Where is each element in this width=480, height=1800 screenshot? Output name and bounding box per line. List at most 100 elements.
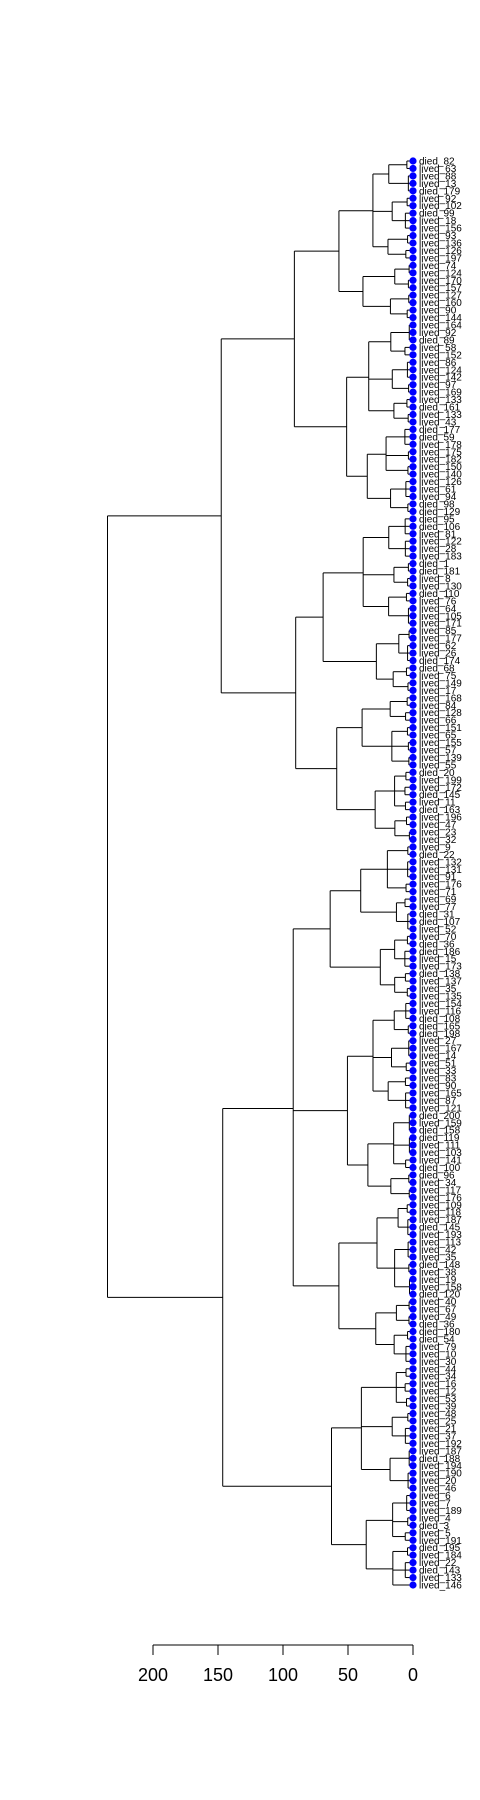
leaf-marker	[409, 403, 417, 411]
leaf-marker	[409, 970, 417, 978]
leaf-label: died_186	[419, 947, 461, 958]
leaf-label: lived_190	[419, 1469, 462, 1480]
leaf-marker	[409, 1320, 417, 1328]
leaf-marker	[409, 1208, 417, 1216]
leaf-marker	[409, 1201, 417, 1209]
leaf-label: lived_146	[419, 1581, 462, 1592]
leaf-label: lived_64	[419, 604, 457, 615]
leaf-marker	[409, 1126, 417, 1134]
leaf-label: lived_132	[419, 857, 462, 868]
leaf-label: lived_74	[419, 261, 457, 272]
leaf-label: lived_154	[419, 999, 462, 1010]
leaf-marker	[409, 679, 417, 687]
leaf-label: lived_46	[419, 1484, 457, 1495]
leaf-marker	[409, 1491, 417, 1500]
leaf-label: lived_48	[419, 1409, 457, 1420]
leaf-marker	[409, 858, 417, 866]
leaf-marker	[409, 1559, 417, 1567]
leaf-label: lived_4	[419, 1513, 451, 1524]
leaf-label: died_179	[419, 186, 461, 197]
leaf-marker	[409, 530, 417, 538]
leaf-marker	[409, 902, 417, 911]
leaf-marker	[409, 1022, 417, 1030]
leaf-marker	[409, 955, 417, 963]
leaf-label: lived_5	[419, 1528, 451, 1539]
leaf-label: lived_75	[419, 671, 457, 682]
leaf-label: died_174	[419, 656, 461, 667]
leaf-marker	[409, 671, 417, 680]
leaf-label: lived_182	[419, 455, 462, 466]
leaf-label: lived_111	[419, 1141, 461, 1152]
leaf-label: lived_128	[419, 708, 462, 719]
leaf-label: lived_23	[419, 827, 457, 838]
leaf-label: lived_55	[419, 760, 457, 771]
leaf-marker	[409, 1268, 417, 1276]
leaf-marker	[409, 1007, 417, 1015]
leaf-label: lived_159	[419, 1118, 462, 1129]
leaf-marker	[409, 1544, 417, 1552]
leaf-marker	[409, 410, 417, 419]
leaf-marker	[409, 574, 417, 583]
leaf-label: lived_53	[419, 1394, 457, 1405]
leaf-marker	[409, 962, 417, 970]
leaf-label: lived_90	[419, 1081, 457, 1092]
leaf-label: lived_160	[419, 298, 462, 309]
leaf-marker	[409, 806, 417, 814]
leaf-marker	[409, 1350, 417, 1358]
leaf-marker	[409, 269, 417, 277]
leaf-marker	[409, 194, 417, 202]
leaf-marker	[409, 828, 417, 836]
leaf-marker	[409, 1052, 417, 1060]
leaf-label: lived_92	[419, 194, 457, 205]
leaf-label: lived_40	[419, 1297, 457, 1308]
leaf-marker	[409, 313, 417, 322]
leaf-marker	[409, 1148, 417, 1157]
leaf-label: lived_10	[419, 1349, 457, 1360]
leaf-marker	[409, 619, 417, 627]
leaf-label: died_195	[419, 1543, 461, 1554]
leaf-label: died_82	[419, 157, 455, 168]
leaf-marker	[409, 351, 417, 359]
leaf-label: lived_126	[419, 246, 462, 257]
leaf-label: lived_12	[419, 1387, 457, 1398]
leaf-label: died_119	[419, 1133, 460, 1144]
leaf-marker	[409, 694, 417, 702]
leaf-marker	[409, 306, 417, 314]
leaf-marker	[409, 492, 417, 501]
leaf-label: died_198	[419, 1029, 461, 1040]
leaf-label: lived_172	[419, 783, 462, 794]
leaf-label: lived_43	[419, 417, 457, 428]
leaf-label: died_143	[419, 1566, 461, 1577]
leaf-marker	[409, 157, 417, 165]
leaf-label: lived_16	[419, 1379, 457, 1390]
leaf-marker	[409, 448, 417, 456]
leaf-label: lived_79	[419, 1342, 457, 1353]
leaf-marker	[409, 336, 417, 344]
leaf-label: lived_158	[419, 1282, 462, 1293]
leaf-marker	[409, 358, 417, 366]
axis-tick-label: 100	[268, 1665, 298, 1685]
leaf-label: lived_135	[419, 992, 462, 1003]
leaf-label: lived_165	[419, 1088, 462, 1099]
leaf-label: lived_109	[419, 1200, 462, 1211]
leaf-marker	[409, 895, 417, 903]
leaf-label: lived_28	[419, 544, 457, 555]
leaf-marker	[409, 261, 417, 269]
leaf-label: died_180	[419, 1327, 461, 1338]
leaf-marker	[409, 798, 417, 806]
leaf-marker	[409, 373, 417, 381]
leaf-marker	[409, 1417, 417, 1425]
leaf-label: lived_17	[419, 686, 457, 697]
leaf-marker	[409, 843, 417, 851]
leaf-label: lived_121	[419, 1103, 462, 1114]
leaf-marker	[409, 1432, 417, 1440]
leaf-label: lived_21	[419, 1424, 457, 1435]
leaf-marker	[409, 366, 417, 374]
leaf-label: lived_175	[419, 447, 462, 458]
leaf-label: died_99	[419, 209, 455, 220]
leaf-label: lived_35	[419, 1252, 457, 1263]
leaf-label: lived_32	[419, 835, 457, 846]
leaf-label: died_181	[419, 567, 461, 578]
leaf-marker	[409, 1305, 417, 1313]
leaf-label: lived_183	[419, 552, 462, 563]
